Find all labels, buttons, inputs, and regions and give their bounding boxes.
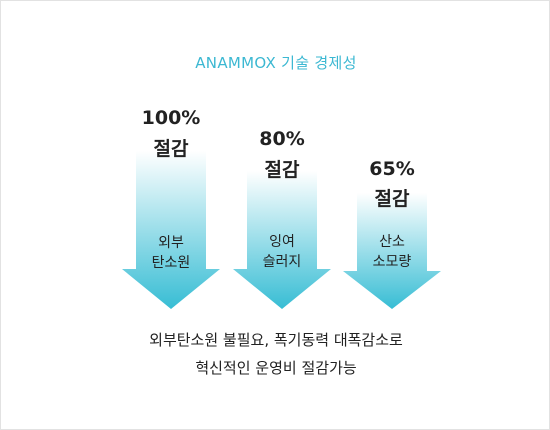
arrow-desc-line1: 산소 (379, 234, 405, 250)
down-arrow-icon (122, 98, 220, 309)
down-arrow-icon (233, 125, 331, 309)
reduction-label: 절감 (264, 159, 300, 181)
caption-line1: 외부탄소원 불필요, 폭기동력 대폭감소로 (149, 331, 403, 349)
reduction-percent: 80% (259, 128, 305, 150)
arrow-desc-line2: 슬러지 (262, 254, 302, 270)
arrow-desc-line1: 잉여 (269, 234, 295, 250)
arrow-excess-sludge: 80% 절감 잉여 슬러지 (233, 125, 331, 309)
arrow-external-carbon: 100% 절감 외부 탄소원 (122, 98, 220, 309)
diagram-title: ANAMMOX 기술 경제성 (195, 54, 357, 72)
reduction-percent: 100% (141, 107, 201, 129)
arrow-oxygen-consumption: 65% 절감 산소 소모량 (343, 154, 441, 309)
reduction-label: 절감 (153, 138, 189, 160)
arrow-desc-line2: 탄소원 (151, 255, 191, 271)
reduction-percent: 65% (369, 158, 415, 180)
down-arrow-icon (343, 154, 441, 309)
reduction-label: 절감 (374, 188, 410, 210)
arrow-desc-line1: 외부 (158, 235, 184, 251)
caption-line2: 혁신적인 운영비 절감가능 (195, 359, 357, 377)
arrow-desc-line2: 소모량 (372, 254, 412, 270)
